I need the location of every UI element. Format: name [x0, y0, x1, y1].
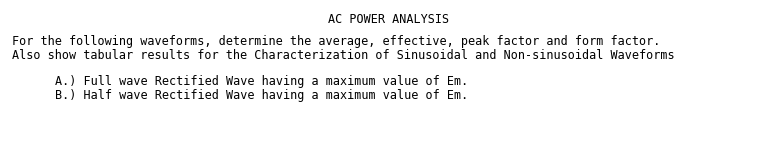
- Text: For the following waveforms, determine the average, effective, peak factor and f: For the following waveforms, determine t…: [12, 35, 661, 48]
- Text: Also show tabular results for the Characterization of Sinusoidal and Non-sinusoi: Also show tabular results for the Charac…: [12, 49, 675, 62]
- Text: A.) Full wave Rectified Wave having a maximum value of Em.: A.) Full wave Rectified Wave having a ma…: [55, 75, 468, 88]
- Text: B.) Half wave Rectified Wave having a maximum value of Em.: B.) Half wave Rectified Wave having a ma…: [55, 89, 468, 102]
- Text: AC POWER ANALYSIS: AC POWER ANALYSIS: [328, 13, 450, 26]
